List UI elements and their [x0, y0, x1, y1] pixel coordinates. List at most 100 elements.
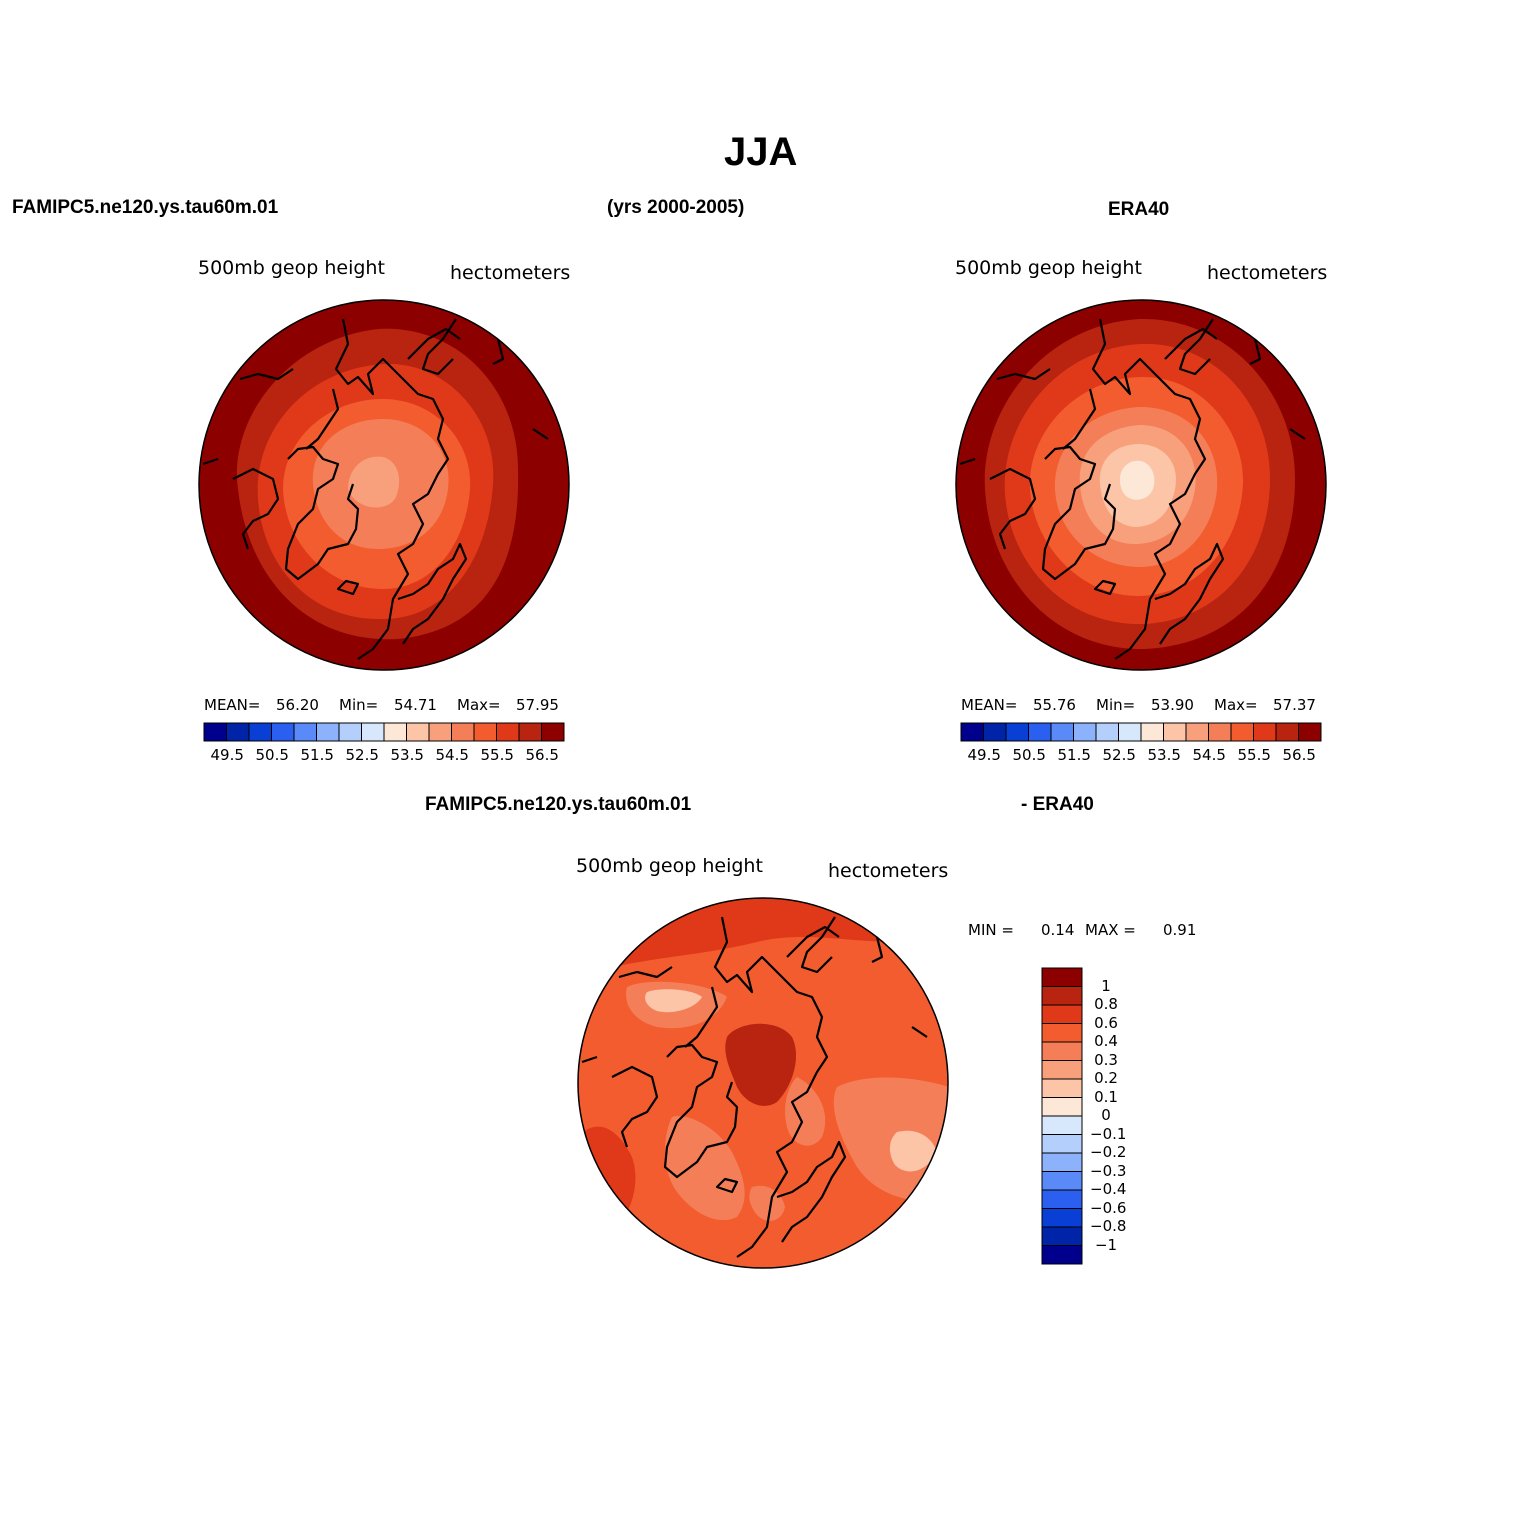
colorbar-tick-label: 52.5 — [345, 746, 379, 764]
colorbar-tick-label: 55.5 — [480, 746, 514, 764]
colorbar-tick-label: 0.3 — [1094, 1050, 1118, 1069]
colorbar-tick-label: 0.8 — [1094, 995, 1118, 1013]
colorbar-tick-label: 49.5 — [967, 746, 1001, 764]
colorbar-box — [1041, 1041, 1083, 1061]
colorbar-tick-label: 51.5 — [300, 746, 334, 764]
colorbar-box — [1298, 722, 1322, 742]
colorbar-box — [1041, 967, 1083, 987]
colorbar-box — [406, 722, 430, 742]
diff-min-label: MIN = — [968, 921, 1014, 939]
colorbar-box — [203, 722, 227, 742]
colorbar-tick-label: 51.5 — [1057, 746, 1091, 764]
obs-colorbar-ticks: 49.5 50.5 51.5 52.5 53.5 54.5 55.5 56.5 — [960, 746, 1322, 766]
colorbar-tick-label: 0 — [1101, 1106, 1111, 1124]
years-header: (yrs 2000-2005) — [607, 197, 745, 218]
colorbar-tick-label: −0.8 — [1090, 1217, 1127, 1235]
model-min-value: 54.71 — [394, 696, 437, 714]
colorbar-box — [1253, 722, 1277, 742]
colorbar-box — [1275, 722, 1299, 742]
colorbar-tick-label: −0.6 — [1090, 1198, 1127, 1217]
colorbar-box — [1041, 1134, 1083, 1154]
diff-colorbar — [1041, 967, 1083, 1265]
obs-variable-label: 500mb geop height — [955, 257, 1142, 279]
colorbar-box — [1140, 722, 1164, 742]
diff-coastlines — [581, 916, 928, 1258]
diff-contour-band — [785, 1077, 826, 1146]
colorbar-tick-label: 56.5 — [1282, 746, 1316, 764]
diff-contour-band — [645, 989, 702, 1013]
colorbar-box — [1041, 986, 1083, 1006]
colorbar-box — [248, 722, 272, 742]
diff-max-label: MAX = — [1085, 921, 1136, 939]
diff-contour-band — [725, 1023, 797, 1106]
colorbar-box — [983, 722, 1007, 742]
colorbar-box — [226, 722, 250, 742]
model-polar-map — [198, 299, 570, 671]
model-case-header: FAMIPC5.ne120.ys.tau60m.01 — [12, 197, 279, 218]
diff-polar-map — [577, 897, 949, 1269]
colorbar-tick-label: −0.1 — [1090, 1124, 1127, 1143]
colorbar-box — [1050, 722, 1074, 742]
colorbar-box — [1041, 1189, 1083, 1209]
diff-units-label: hectometers — [828, 860, 949, 882]
colorbar-tick-label: −0.4 — [1090, 1180, 1127, 1198]
diff-contour-band — [578, 1126, 636, 1268]
colorbar-box — [383, 722, 407, 742]
colorbar-tick-label: 49.5 — [210, 746, 244, 764]
colorbar-tick-label: 54.5 — [435, 746, 469, 764]
colorbar-box — [1041, 1245, 1083, 1265]
diff-contour-band — [749, 1185, 785, 1221]
colorbar-box — [518, 722, 542, 742]
diff-variable-label: 500mb geop height — [576, 855, 763, 877]
colorbar-tick-label: 0.4 — [1094, 1032, 1118, 1050]
colorbar-box — [1041, 1171, 1083, 1191]
colorbar-box — [1041, 1115, 1083, 1135]
colorbar-box — [1185, 722, 1209, 742]
colorbar-tick-label: 53.5 — [390, 746, 424, 764]
model-max-label: Max= — [457, 696, 501, 714]
colorbar-tick-label: 56.5 — [525, 746, 559, 764]
figure-title: JJA — [724, 130, 798, 174]
colorbar-box — [316, 722, 340, 742]
model-colorbar-ticks: 49.5 50.5 51.5 52.5 53.5 54.5 55.5 56.5 — [203, 746, 565, 766]
colorbar-tick-label: 52.5 — [1102, 746, 1136, 764]
colorbar-box — [1230, 722, 1254, 742]
colorbar-box — [1095, 722, 1119, 742]
model-mean-value: 56.20 — [276, 696, 319, 714]
model-map-border — [198, 299, 570, 671]
colorbar-tick-label: 50.5 — [255, 746, 289, 764]
model-coastlines — [202, 318, 549, 660]
diff-case-header: FAMIPC5.ne120.ys.tau60m.01 — [425, 794, 692, 815]
diff-min-value: 0.14 — [1041, 921, 1075, 939]
colorbar-box — [1041, 1060, 1083, 1080]
colorbar-box — [1041, 1097, 1083, 1117]
diff-contour-band — [889, 1130, 937, 1172]
obs-min-label: Min= — [1096, 696, 1136, 714]
colorbar-box — [496, 722, 520, 742]
colorbar-tick-label: 0.6 — [1094, 1013, 1118, 1032]
obs-contour-band — [1120, 460, 1155, 500]
colorbar-box — [428, 722, 452, 742]
obs-polar-map — [955, 299, 1327, 671]
colorbar-tick-label: −0.2 — [1090, 1143, 1127, 1161]
model-colorbar — [203, 722, 565, 742]
diff-obs-header: - ERA40 — [1021, 794, 1094, 815]
obs-min-value: 53.90 — [1151, 696, 1194, 714]
colorbar-box — [1163, 722, 1187, 742]
obs-map-border — [955, 299, 1327, 671]
colorbar-box — [451, 722, 475, 742]
diff-max-value: 0.91 — [1163, 921, 1197, 939]
colorbar-tick-label: 54.5 — [1192, 746, 1226, 764]
colorbar-box — [1118, 722, 1142, 742]
model-mean-label: MEAN= — [204, 696, 261, 714]
colorbar-box — [473, 722, 497, 742]
model-variable-label: 500mb geop height — [198, 257, 385, 279]
colorbar-box — [1028, 722, 1052, 742]
colorbar-box — [293, 722, 317, 742]
colorbar-box — [1041, 1226, 1083, 1246]
model-max-value: 57.95 — [516, 696, 559, 714]
model-contour-band — [348, 456, 400, 508]
obs-case-header: ERA40 — [1108, 199, 1170, 220]
colorbar-tick-label: 50.5 — [1012, 746, 1046, 764]
colorbar-box — [1073, 722, 1097, 742]
